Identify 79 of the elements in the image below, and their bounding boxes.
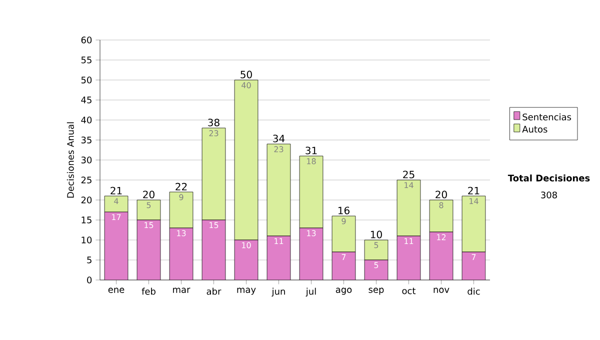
bar xyxy=(430,232,453,280)
data-label: 15 xyxy=(210,222,218,228)
data-label: 15 xyxy=(144,222,154,228)
bar xyxy=(300,228,323,280)
legend-label: Sentencias xyxy=(522,113,572,120)
x-tick-label: dic xyxy=(468,288,480,295)
data-label: 14 xyxy=(470,198,478,204)
y-tick-label: 60 xyxy=(81,36,92,44)
x-tick-label: oct xyxy=(402,288,416,294)
x-tick-label: may xyxy=(237,288,256,295)
bar xyxy=(137,220,160,280)
data-label: 9 xyxy=(342,218,346,224)
y-tick-label: 45 xyxy=(81,96,92,104)
y-tick-label: 35 xyxy=(81,136,92,144)
bar xyxy=(332,252,356,280)
total-label: 16 xyxy=(338,206,350,214)
data-label: 13 xyxy=(307,230,316,236)
data-label: 23 xyxy=(209,130,218,136)
total-label: 38 xyxy=(208,118,220,126)
total-label: 21 xyxy=(468,186,480,194)
bar xyxy=(267,236,290,280)
x-tick-label: sep xyxy=(368,288,384,295)
y-tick-label: 15 xyxy=(82,216,92,224)
data-label: 10 xyxy=(242,242,251,248)
total-label: 20 xyxy=(436,190,447,198)
x-tick-label: nov xyxy=(434,288,450,293)
y-tick-label: 25 xyxy=(81,176,92,184)
data-label: 5 xyxy=(146,202,151,208)
data-label: 23 xyxy=(274,146,284,152)
y-tick-label: 20 xyxy=(81,196,92,204)
y-tick-label: 55 xyxy=(81,56,92,64)
data-label: 9 xyxy=(179,194,184,200)
data-label: 40 xyxy=(242,82,251,88)
bar xyxy=(170,228,193,280)
y-tick-label: 10 xyxy=(82,236,92,244)
data-label: 5 xyxy=(374,242,378,248)
total-label: 21 xyxy=(110,186,122,194)
x-tick-label: jul xyxy=(306,288,316,296)
bar xyxy=(397,236,420,280)
data-label: 4 xyxy=(114,198,118,204)
data-label: 11 xyxy=(274,238,284,244)
x-tick-label: ene xyxy=(108,288,124,293)
bar xyxy=(104,212,128,280)
data-label: 14 xyxy=(404,182,414,188)
total-label: 50 xyxy=(240,70,252,78)
total-label: 31 xyxy=(306,146,317,154)
y-tick-label: 0 xyxy=(87,276,92,284)
data-label: 7 xyxy=(472,254,476,260)
x-tick-label: mar xyxy=(173,288,190,293)
total-label: 34 xyxy=(273,134,285,142)
bar xyxy=(202,220,226,280)
data-label: 13 xyxy=(177,230,186,236)
total-label: 25 xyxy=(403,170,414,178)
bar xyxy=(332,216,356,252)
x-tick-label: jun xyxy=(272,288,285,296)
legend-label: Autos xyxy=(522,126,548,133)
total-label: 10 xyxy=(370,230,382,238)
y-tick-label: 30 xyxy=(81,156,92,164)
y-axis-title: Decisiones Anual xyxy=(66,122,74,198)
data-label: 8 xyxy=(439,202,444,208)
x-tick-label: abr xyxy=(206,288,222,295)
text: 308 xyxy=(541,192,557,198)
data-label: 12 xyxy=(437,234,446,240)
data-label: 18 xyxy=(307,158,316,164)
total-label: 20 xyxy=(143,190,154,198)
bar xyxy=(364,240,388,260)
total-label: 22 xyxy=(176,182,187,190)
bar xyxy=(462,252,486,280)
data-label: 11 xyxy=(404,238,414,244)
data-label: 7 xyxy=(342,254,346,260)
x-tick-label: feb xyxy=(142,288,156,295)
bar xyxy=(234,240,258,280)
y-tick-label: 50 xyxy=(81,76,92,84)
y-tick-label: 5 xyxy=(87,256,92,264)
y-tick-label: 40 xyxy=(81,116,92,124)
x-tick-label: ago xyxy=(336,288,352,295)
data-label: 5 xyxy=(374,262,378,268)
text: Total Decisiones xyxy=(508,174,590,182)
data-label: 17 xyxy=(112,214,121,220)
